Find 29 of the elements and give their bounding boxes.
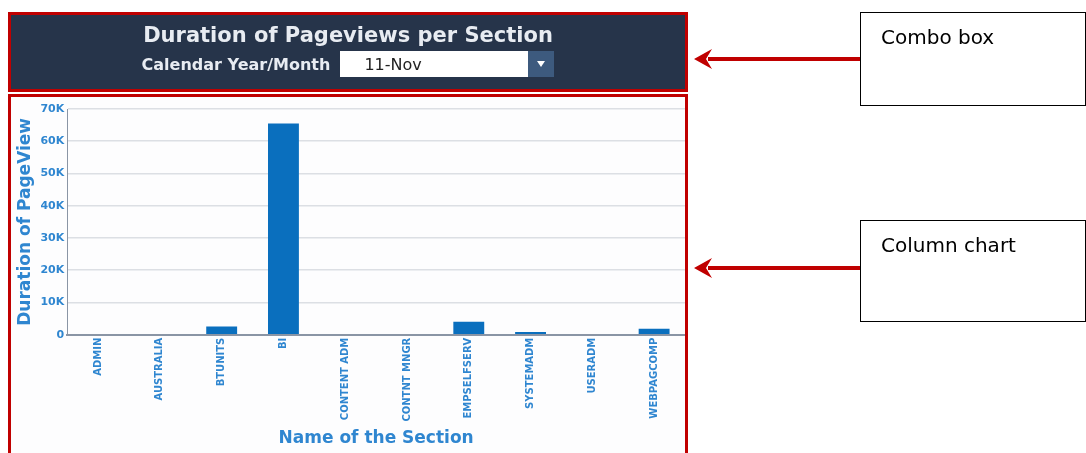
bar bbox=[206, 326, 238, 334]
x-axis-title: Name of the Section bbox=[278, 427, 474, 448]
bar bbox=[638, 328, 670, 334]
text: Combo box bbox=[860, 12, 1086, 106]
x-tick-label: BTUNITS bbox=[215, 337, 227, 387]
y-tick-label: 60K bbox=[40, 134, 65, 148]
x-tick-label: WEBPAGCOMP bbox=[647, 337, 659, 419]
y-tick-label: 10K bbox=[40, 295, 65, 309]
text: Calendar Year/Month bbox=[141, 54, 331, 74]
x-tick-label: EMPSELFSERV bbox=[462, 337, 474, 419]
x-tick-label: ADMIN bbox=[91, 337, 103, 376]
text: 11-Nov bbox=[364, 54, 422, 74]
y-tick-label: 40K bbox=[40, 198, 65, 212]
x-tick-label: AUSTRALIA bbox=[153, 337, 165, 401]
y-tick-label: 0 bbox=[56, 327, 65, 341]
text: Column chart bbox=[860, 220, 1086, 322]
y-tick-label: 70K bbox=[40, 101, 65, 115]
x-tick-label: BI bbox=[277, 337, 289, 350]
bar bbox=[453, 321, 485, 334]
chart-title: Duration of Pageviews per Section bbox=[142, 23, 554, 47]
x-tick-label: USERADM bbox=[585, 337, 597, 394]
y-tick-label: 50K bbox=[40, 166, 65, 180]
y-tick-label: 30K bbox=[40, 230, 65, 244]
y-axis-title: Duration of PageView bbox=[13, 117, 34, 326]
x-tick-label: SYSTEMADM bbox=[524, 337, 536, 409]
bar bbox=[268, 123, 299, 334]
y-tick-label: 20K bbox=[40, 263, 65, 277]
x-tick-label: CONTNT MNGR bbox=[400, 337, 412, 422]
x-tick-label: CONTENT ADM bbox=[338, 337, 350, 421]
